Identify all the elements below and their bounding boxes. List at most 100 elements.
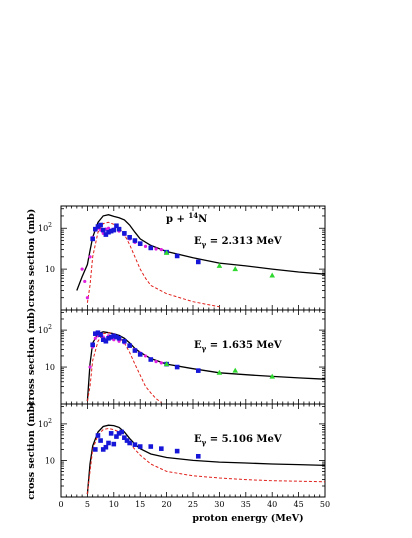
data-point-green-triangle <box>232 367 239 373</box>
data-point-magenta <box>143 244 148 248</box>
y-tick-label-100: 102 <box>38 324 52 335</box>
x-tick-label: 0 <box>58 500 63 509</box>
y-tick-label-10: 10 <box>45 265 55 274</box>
data-point-blue-square <box>90 236 95 242</box>
data-point-blue-square <box>132 442 138 447</box>
data-point-green-triangle <box>163 249 170 255</box>
data-point-blue-square <box>137 444 143 449</box>
y-tick-label-100: 102 <box>38 418 52 429</box>
y-tick-label-100: 102 <box>38 222 52 233</box>
y-axis-label: cross section (mb) <box>26 209 37 308</box>
data-point-blue-square <box>103 232 109 237</box>
data-point-blue-square <box>119 429 125 435</box>
data-point-blue-square <box>95 330 101 336</box>
data-point-blue-square <box>174 364 180 370</box>
x-tick-label: 25 <box>188 500 198 509</box>
y-tick-label-10: 10 <box>45 456 55 465</box>
y-axis-label: cross section (mb) <box>26 401 37 500</box>
data-point-blue-square <box>111 227 117 233</box>
data-point-green-triangle <box>232 266 239 272</box>
data-point-blue-square <box>148 444 154 449</box>
data-point-blue-square <box>127 440 132 446</box>
data-point-blue-square <box>103 444 109 450</box>
data-point-magenta <box>88 255 92 259</box>
data-point-green-triangle <box>216 369 223 375</box>
data-point-green-triangle <box>163 361 170 367</box>
x-tick-label: 35 <box>241 500 251 509</box>
data-point-blue-square <box>100 337 106 342</box>
data-point-blue-square <box>137 352 143 357</box>
data-point-blue-square <box>116 335 122 341</box>
series-calc-solid <box>76 214 325 291</box>
data-point-blue-square <box>148 357 154 362</box>
panel-annotation: Eγ = 2.313 MeV <box>194 236 282 249</box>
data-point-blue-square <box>122 435 127 440</box>
x-axis-label: proton energy (MeV) <box>192 513 303 524</box>
data-point-blue-square <box>159 446 164 451</box>
data-point-blue-square <box>122 338 127 344</box>
data-point-blue-square <box>195 453 201 459</box>
data-point-blue-square <box>95 224 101 229</box>
x-tick-label: 30 <box>214 500 224 509</box>
data-point-blue-square <box>111 333 117 339</box>
y-tick-label-10: 10 <box>45 363 55 372</box>
data-point-blue-square <box>122 231 127 236</box>
data-point-blue-square <box>106 335 111 341</box>
data-point-blue-square <box>132 238 138 243</box>
data-point-blue-square <box>95 433 101 438</box>
data-point-blue-square <box>108 228 114 234</box>
data-point-blue-square <box>90 342 95 348</box>
data-point-magenta <box>159 361 163 365</box>
data-point-blue-square <box>98 222 103 228</box>
data-point-blue-square <box>93 226 98 232</box>
data-point-blue-square <box>103 338 109 344</box>
data-point-blue-square <box>137 241 143 246</box>
data-point-blue-square <box>111 441 117 447</box>
data-point-blue-square <box>195 259 201 265</box>
y-axis-label: cross section (mb) <box>26 308 37 407</box>
panel-annotation: Eγ = 1.635 MeV <box>194 340 282 353</box>
data-point-blue-square <box>127 343 132 348</box>
data-point-blue-square <box>116 431 122 436</box>
plot-area <box>86 424 325 495</box>
data-point-magenta <box>159 248 163 252</box>
data-point-blue-square <box>106 229 111 235</box>
data-point-blue-square <box>127 235 132 240</box>
data-point-blue-square <box>116 226 122 232</box>
data-point-blue-square <box>114 334 119 340</box>
data-point-magenta <box>88 365 92 369</box>
series-calc-dashed <box>86 332 162 403</box>
panel-frame <box>60 403 326 498</box>
data-point-blue-square <box>108 431 114 436</box>
data-point-magenta <box>154 247 158 251</box>
data-point-blue-square <box>106 440 111 446</box>
x-tick-label: 10 <box>109 500 119 509</box>
data-point-magenta <box>93 336 97 340</box>
data-point-blue-square <box>195 368 201 373</box>
data-point-blue-square <box>114 434 119 439</box>
data-point-magenta <box>143 354 148 358</box>
x-tick-label: 20 <box>162 500 172 509</box>
data-point-blue-square <box>174 448 180 454</box>
data-point-blue-square <box>93 331 98 336</box>
data-point-blue-square <box>100 227 106 233</box>
data-point-green-triangle <box>269 373 275 379</box>
x-tick-label: 15 <box>135 500 145 509</box>
panel-annotation: Eγ = 5.106 MeV <box>194 434 282 447</box>
x-tick-label: 5 <box>85 500 90 509</box>
plot-area <box>76 214 325 308</box>
data-point-blue-square <box>93 447 98 452</box>
data-point-green-triangle <box>216 262 223 268</box>
x-tick-label: 45 <box>294 500 304 509</box>
data-point-blue-square <box>108 334 114 340</box>
data-point-magenta <box>83 279 87 284</box>
chart-title: p + 14N <box>166 211 207 225</box>
data-point-blue-square <box>98 438 103 443</box>
data-point-blue-square <box>132 348 138 353</box>
series-calc-solid <box>86 424 325 495</box>
